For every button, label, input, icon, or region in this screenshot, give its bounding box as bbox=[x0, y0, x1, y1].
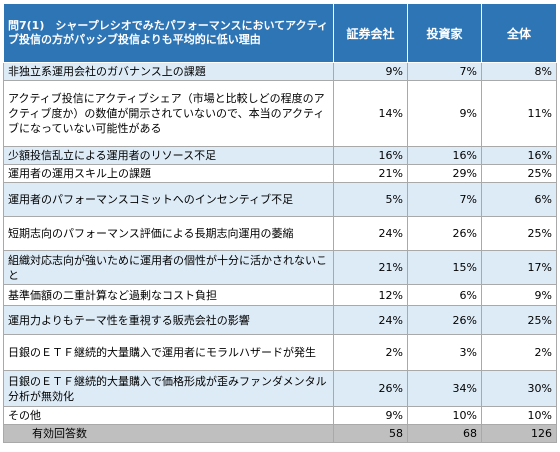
table-row: 運用者のパフォーマンスコミットへのインセンティブ不足 5% 7% 6% bbox=[3, 182, 557, 217]
table-row: 運用者の運用スキル上の課題 21% 29% 25% bbox=[3, 164, 557, 183]
row-value-investors: 29% bbox=[407, 164, 482, 183]
table-row: 日銀のＥＴＦ継続的大量購入で価格形成が歪みファンダメンタル分析が無効化 26% … bbox=[3, 370, 557, 407]
row-label: 日銀のＥＴＦ継続的大量購入で価格形成が歪みファンダメンタル分析が無効化 bbox=[3, 370, 334, 407]
table-row: 短期志向のパフォーマンス評価による長期志向運用の萎縮 24% 26% 25% bbox=[3, 216, 557, 251]
total-value-overall: 126 bbox=[481, 424, 557, 443]
row-label: 組織対応志向が強いために運用者の個性が十分に活かされないこと bbox=[3, 250, 334, 285]
row-value-investors: 15% bbox=[407, 250, 482, 285]
row-label: 日銀のＥＴＦ継続的大量購入で運用者にモラルハザードが発生 bbox=[3, 334, 334, 371]
row-value-overall: 25% bbox=[481, 216, 557, 251]
survey-table: 問7(1) シャープレシオでみたパフォーマンスにおいてアクティブ投信の方がパッシ… bbox=[3, 3, 557, 443]
row-value-securities: 2% bbox=[333, 334, 408, 371]
table-row: その他 9% 10% 10% bbox=[3, 406, 557, 425]
row-label: 運用者の運用スキル上の課題 bbox=[3, 164, 334, 183]
row-value-securities: 14% bbox=[333, 80, 408, 147]
row-value-securities: 21% bbox=[333, 250, 408, 285]
row-label: 少額投信乱立による運用者のリソース不足 bbox=[3, 146, 334, 165]
row-value-securities: 5% bbox=[333, 182, 408, 217]
row-label: 運用力よりもテーマ性を重視する販売会社の影響 bbox=[3, 305, 334, 335]
row-value-investors: 10% bbox=[407, 406, 482, 425]
row-label: 非独立系運用会社のガバナンス上の課題 bbox=[3, 62, 334, 81]
row-value-overall: 16% bbox=[481, 146, 557, 165]
row-value-overall: 6% bbox=[481, 182, 557, 217]
row-value-overall: 25% bbox=[481, 164, 557, 183]
row-value-overall: 11% bbox=[481, 80, 557, 147]
total-row: 有効回答数 58 68 126 bbox=[3, 424, 557, 443]
row-label: 基準価額の二重計算など過剰なコスト負担 bbox=[3, 284, 334, 306]
table-row: 基準価額の二重計算など過剰なコスト負担 12% 6% 9% bbox=[3, 284, 557, 306]
row-value-investors: 9% bbox=[407, 80, 482, 147]
total-value-securities: 58 bbox=[333, 424, 408, 443]
row-value-overall: 17% bbox=[481, 250, 557, 285]
row-value-overall: 30% bbox=[481, 370, 557, 407]
total-label: 有効回答数 bbox=[3, 424, 334, 443]
row-value-overall: 9% bbox=[481, 284, 557, 306]
row-value-overall: 8% bbox=[481, 62, 557, 81]
header-overall: 全体 bbox=[481, 3, 557, 63]
table-row: 非独立系運用会社のガバナンス上の課題 9% 7% 8% bbox=[3, 62, 557, 81]
row-value-securities: 24% bbox=[333, 305, 408, 335]
row-value-securities: 12% bbox=[333, 284, 408, 306]
row-value-securities: 24% bbox=[333, 216, 408, 251]
table-row: アクティブ投信にアクティブシェア（市場と比較しどの程度のアクティブ度か）の数値が… bbox=[3, 80, 557, 147]
header-securities: 証券会社 bbox=[333, 3, 408, 63]
question-header: 問7(1) シャープレシオでみたパフォーマンスにおいてアクティブ投信の方がパッシ… bbox=[3, 3, 334, 63]
table-row: 日銀のＥＴＦ継続的大量購入で運用者にモラルハザードが発生 2% 3% 2% bbox=[3, 334, 557, 371]
table-row: 運用力よりもテーマ性を重視する販売会社の影響 24% 26% 25% bbox=[3, 305, 557, 335]
row-label: 短期志向のパフォーマンス評価による長期志向運用の萎縮 bbox=[3, 216, 334, 251]
table-row: 少額投信乱立による運用者のリソース不足 16% 16% 16% bbox=[3, 146, 557, 165]
row-value-overall: 10% bbox=[481, 406, 557, 425]
row-value-securities: 26% bbox=[333, 370, 408, 407]
row-value-securities: 9% bbox=[333, 62, 408, 81]
row-value-investors: 34% bbox=[407, 370, 482, 407]
row-value-investors: 26% bbox=[407, 216, 482, 251]
table-row: 組織対応志向が強いために運用者の個性が十分に活かされないこと 21% 15% 1… bbox=[3, 250, 557, 285]
row-value-investors: 7% bbox=[407, 182, 482, 217]
row-value-overall: 2% bbox=[481, 334, 557, 371]
row-label: 運用者のパフォーマンスコミットへのインセンティブ不足 bbox=[3, 182, 334, 217]
row-value-overall: 25% bbox=[481, 305, 557, 335]
total-value-investors: 68 bbox=[407, 424, 482, 443]
row-value-securities: 16% bbox=[333, 146, 408, 165]
row-label: アクティブ投信にアクティブシェア（市場と比較しどの程度のアクティブ度か）の数値が… bbox=[3, 80, 334, 147]
row-value-investors: 16% bbox=[407, 146, 482, 165]
header-investors: 投資家 bbox=[407, 3, 482, 63]
row-value-securities: 9% bbox=[333, 406, 408, 425]
row-label: その他 bbox=[3, 406, 334, 425]
row-value-investors: 7% bbox=[407, 62, 482, 81]
row-value-investors: 26% bbox=[407, 305, 482, 335]
row-value-investors: 6% bbox=[407, 284, 482, 306]
row-value-investors: 3% bbox=[407, 334, 482, 371]
header-row: 問7(1) シャープレシオでみたパフォーマンスにおいてアクティブ投信の方がパッシ… bbox=[3, 3, 557, 63]
survey-table-container: 問7(1) シャープレシオでみたパフォーマンスにおいてアクティブ投信の方がパッシ… bbox=[3, 3, 557, 443]
row-value-securities: 21% bbox=[333, 164, 408, 183]
